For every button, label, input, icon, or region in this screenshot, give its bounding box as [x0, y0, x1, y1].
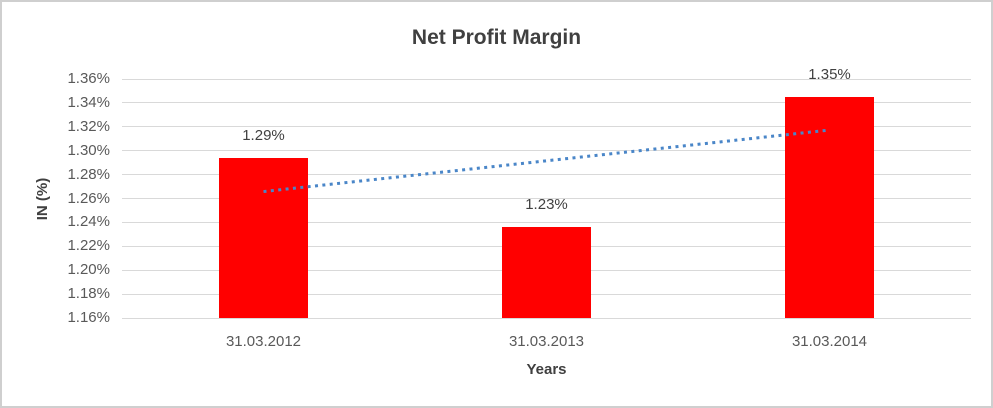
data-label: 1.23%: [525, 196, 568, 214]
y-axis-tick-label: 1.24%: [67, 213, 110, 231]
gridline: [122, 78, 971, 80]
x-axis-tick-label: 31.03.2014: [791, 333, 868, 350]
y-axis-tick-label: 1.36%: [67, 70, 110, 87]
y-axis-tick-label: 1.32%: [67, 117, 110, 135]
trendline-path: [263, 128, 830, 194]
bar: [219, 158, 308, 318]
y-axis-tick-label: 1.20%: [67, 261, 110, 279]
bar: [502, 227, 591, 318]
y-axis-tick-label: 1.34%: [67, 93, 110, 111]
x-axis-title: Years: [526, 361, 567, 378]
y-axis-tick-label: 1.26%: [67, 189, 110, 207]
gridline: [122, 317, 971, 319]
data-label: 1.29%: [242, 127, 285, 145]
gridline: [122, 126, 971, 128]
y-axis-tick-label: 1.18%: [67, 285, 110, 303]
y-axis-tick-label: 1.22%: [67, 237, 110, 255]
y-axis-tick-label: 1.28%: [67, 165, 110, 183]
gridline: [122, 102, 971, 104]
x-axis-tick-label: 31.03.2013: [508, 333, 585, 350]
x-axis-tick-label: 31.03.2012: [225, 333, 302, 350]
chart-title: Net Profit Margin: [411, 26, 582, 49]
y-axis-tick-label: 1.16%: [67, 309, 110, 326]
data-label: 1.35%: [808, 65, 851, 83]
gridline: [122, 221, 971, 223]
bar: [785, 96, 874, 318]
y-axis-tick-label: 1.30%: [67, 141, 110, 159]
gridline: [122, 198, 971, 199]
